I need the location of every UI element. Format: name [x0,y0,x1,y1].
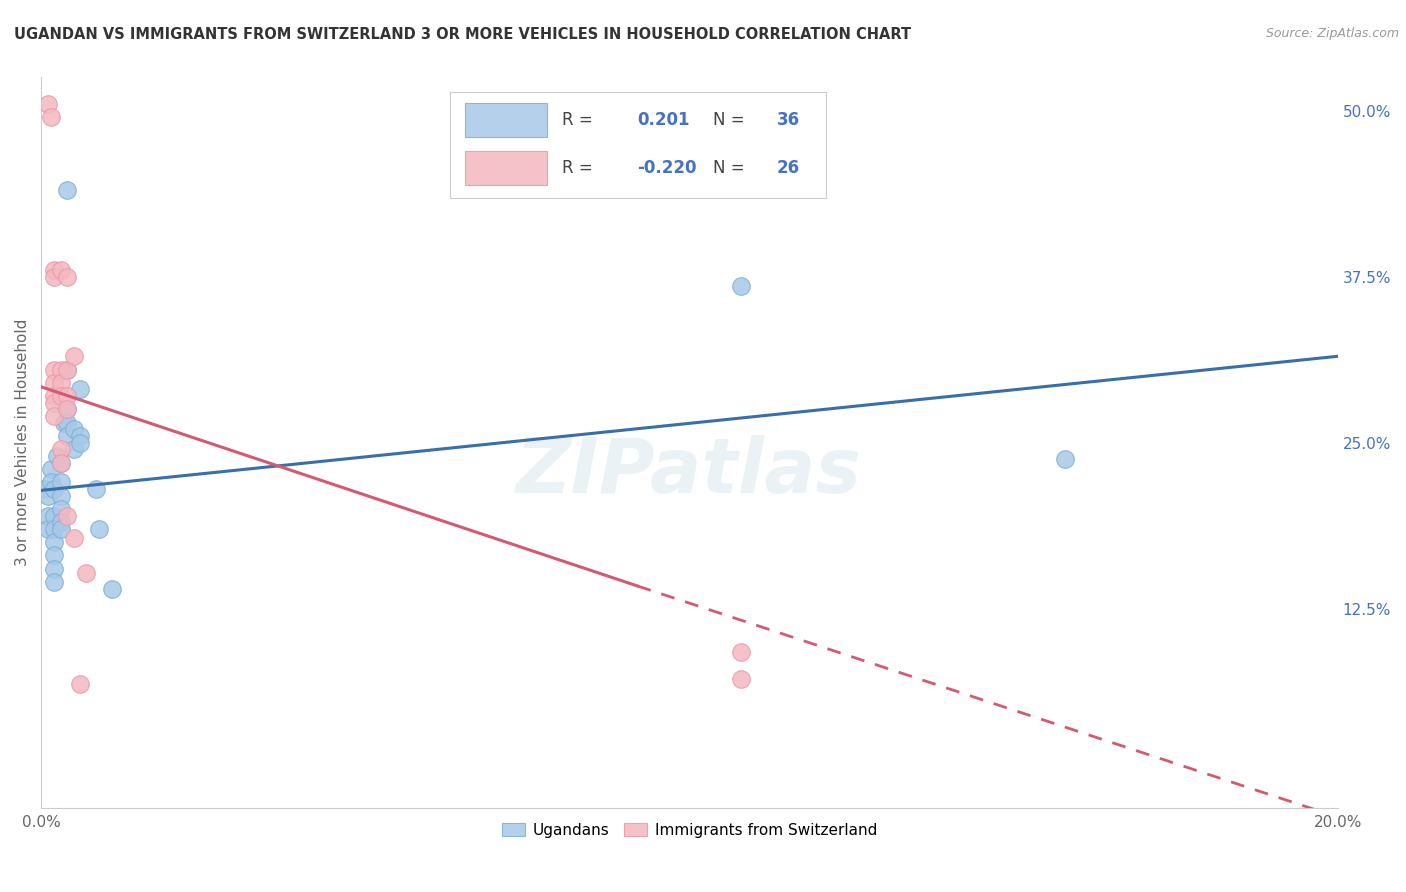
Y-axis label: 3 or more Vehicles in Household: 3 or more Vehicles in Household [15,319,30,566]
Point [39,462,62,476]
Point [37,522,59,536]
Text: ZIPatlas: ZIPatlas [516,434,862,508]
Point [42,508,65,523]
Point [52,416,75,430]
Point [69,677,91,691]
Point [69,383,91,397]
Point [42,522,65,536]
Point [62,442,84,457]
Point [56,269,79,284]
Point [62,422,84,436]
Point [49,522,72,536]
Point [39,475,62,490]
Point [101,582,124,596]
Point [37,508,59,523]
Point [42,482,65,496]
Point [49,362,72,376]
Point [34,482,56,496]
Point [56,508,79,523]
Point [42,562,65,576]
Point [76,566,98,580]
Point [56,402,79,417]
Point [37,97,59,112]
Point [56,402,79,417]
Point [42,574,65,589]
Point [56,416,79,430]
Point [49,475,72,490]
Point [42,269,65,284]
Legend: Ugandans, Immigrants from Switzerland: Ugandans, Immigrants from Switzerland [495,817,883,844]
Point [39,110,62,124]
Point [42,389,65,403]
Point [69,435,91,450]
Point [42,362,65,376]
Point [49,389,72,403]
Point [1054,451,1077,466]
Point [37,489,59,503]
Point [730,279,752,293]
Point [49,376,72,390]
Point [62,349,84,363]
Point [56,183,79,197]
Point [56,362,79,376]
Point [69,429,91,443]
Point [49,263,72,277]
Point [42,396,65,410]
Point [730,672,752,686]
Text: Source: ZipAtlas.com: Source: ZipAtlas.com [1265,27,1399,40]
Point [56,389,79,403]
Point [49,489,72,503]
Point [62,531,84,545]
Text: UGANDAN VS IMMIGRANTS FROM SWITZERLAND 3 OR MORE VEHICLES IN HOUSEHOLD CORRELATI: UGANDAN VS IMMIGRANTS FROM SWITZERLAND 3… [14,27,911,42]
Point [49,502,72,516]
Point [49,515,72,529]
Point [49,456,72,470]
Point [42,376,65,390]
Point [56,429,79,443]
Point [730,645,752,659]
Point [42,263,65,277]
Point [42,409,65,423]
Point [46,449,69,463]
Point [84,482,107,496]
Point [49,442,72,457]
Point [42,535,65,549]
Point [56,362,79,376]
Point [49,456,72,470]
Point [89,522,111,536]
Point [42,549,65,563]
